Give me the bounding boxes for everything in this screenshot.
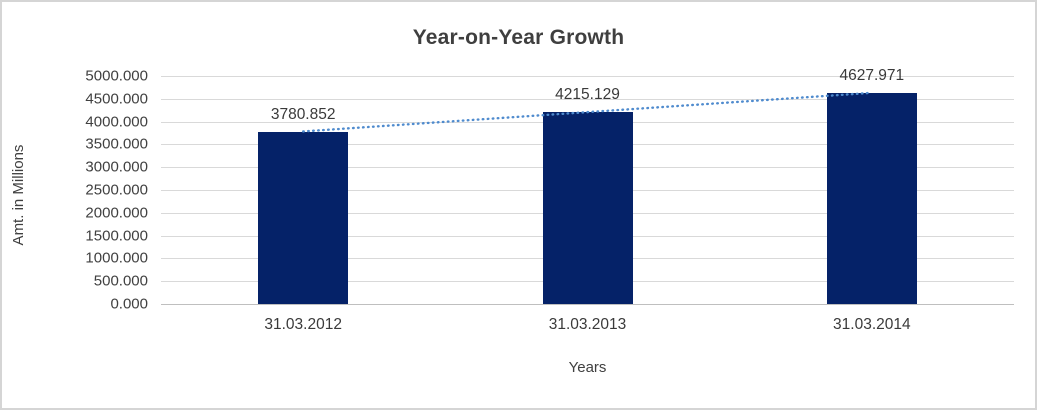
- y-tick-label: 4500.000: [85, 90, 148, 108]
- y-tick-label: 500.000: [93, 272, 148, 290]
- bar-31.03.2013: [542, 111, 633, 304]
- y-tick-label: 0.000: [110, 295, 148, 313]
- x-tick-label: 31.03.2013: [548, 316, 627, 333]
- y-tick-label: 3500.000: [85, 135, 148, 153]
- gridline: [161, 76, 1014, 77]
- y-tick-label: 2000.000: [85, 204, 148, 222]
- y-tick-label: 1500.000: [85, 227, 148, 245]
- y-axis-tick-labels: 0.000 500.000 1000.000 1500.000 2000.000 2500…: [2, 68, 148, 313]
- y-tick-label: 2500.000: [85, 181, 148, 199]
- bar-data-label: 3780.852: [270, 105, 336, 123]
- bar-data-label: 4627.971: [839, 66, 905, 84]
- plot-area: 3780.852 4215.129 4627.971: [161, 67, 1014, 305]
- x-axis-line: [161, 304, 1014, 305]
- y-tick-label: 1000.000: [85, 249, 148, 267]
- x-axis-title: Years: [568, 359, 607, 376]
- x-tick-label: 31.03.2014: [833, 316, 911, 333]
- x-axis-tick-labels: 31.03.2012 31.03.2013 31.03.2014: [161, 316, 1014, 336]
- bar-data-label: 4215.129: [555, 85, 620, 103]
- chart-title: Year-on-Year Growth: [412, 26, 625, 49]
- y-tick-label: 4000.000: [85, 113, 148, 131]
- bar-31.03.2014: [826, 92, 917, 304]
- bar-31.03.2012: [258, 131, 349, 304]
- y-tick-label: 3000.000: [85, 158, 148, 176]
- x-tick-label: 31.03.2012: [264, 316, 342, 333]
- y-tick-label: 5000.000: [85, 67, 148, 85]
